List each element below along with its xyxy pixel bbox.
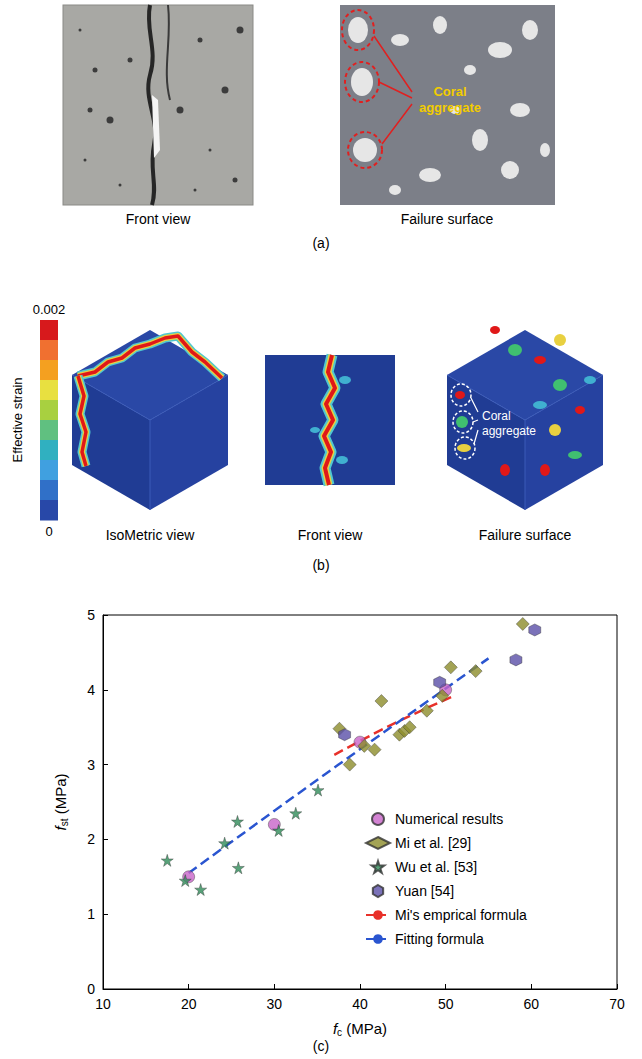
svg-text:Mi et al. [29]: Mi et al. [29] (395, 835, 471, 851)
svg-text:Wu et al. [53]: Wu et al. [53] (395, 859, 477, 875)
svg-text:40: 40 (352, 996, 368, 1012)
svg-text:0.002: 0.002 (33, 302, 66, 317)
svg-text:(c): (c) (313, 1038, 329, 1054)
html-text:fc: fc (332, 1019, 343, 1038)
svg-text:Mi's emprical formula: Mi's emprical formula (395, 907, 527, 923)
svg-text:1: 1 (87, 906, 95, 922)
svg-text:5: 5 (87, 607, 95, 623)
svg-text:Front view: Front view (298, 527, 363, 543)
svg-text:0: 0 (45, 524, 52, 539)
svg-text:60: 60 (524, 996, 540, 1012)
svg-text:Yuan [54]: Yuan [54] (395, 883, 454, 899)
svg-text:2: 2 (87, 831, 95, 847)
svg-text:30: 30 (267, 996, 283, 1012)
svg-text:Coral: Coral (482, 409, 511, 423)
svg-text:Coral: Coral (433, 84, 466, 99)
svg-text:Effective strain: Effective strain (10, 377, 25, 462)
svg-text:Failure surface: Failure surface (401, 211, 494, 227)
svg-text:4: 4 (87, 682, 95, 698)
svg-text:20: 20 (181, 996, 197, 1012)
svg-text:Front view: Front view (126, 211, 191, 227)
svg-text:(a): (a) (312, 235, 329, 251)
svg-text:st: st (58, 818, 70, 827)
svg-text:Failure surface: Failure surface (479, 527, 572, 543)
svg-text:(b): (b) (312, 557, 329, 573)
svg-text:(MPa): (MPa) (342, 1020, 387, 1037)
svg-text:aggregate: aggregate (482, 424, 536, 438)
svg-text:70: 70 (609, 996, 625, 1012)
svg-text:(MPa): (MPa) (52, 774, 69, 819)
svg-text:3: 3 (87, 757, 95, 773)
svg-text:10: 10 (95, 996, 111, 1012)
svg-text:aggregate: aggregate (419, 100, 481, 115)
svg-text:IsoMetric view: IsoMetric view (106, 527, 196, 543)
svg-text:50: 50 (438, 996, 454, 1012)
svg-text:0: 0 (87, 981, 95, 997)
svg-text:Numerical results: Numerical results (395, 811, 503, 827)
svg-text:f: f (51, 826, 69, 831)
svg-text:Fitting formula: Fitting formula (395, 931, 484, 947)
